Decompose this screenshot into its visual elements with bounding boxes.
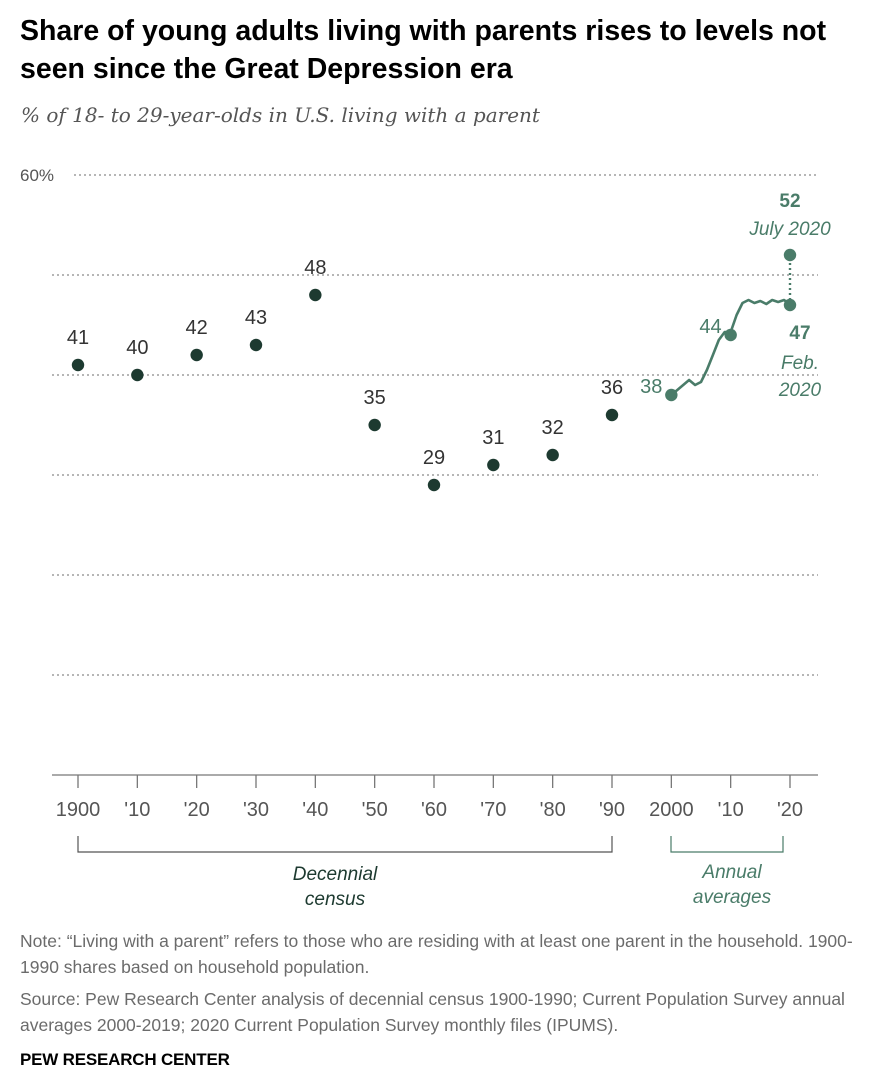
census-point-1900 — [71, 358, 85, 372]
chart-canvas: 60% 1900 '10 '20 '30 '40 '50 '60 '70 '80 '90 2000 '… — [20, 166, 831, 910]
x-tick-label-2000: 2000 — [649, 799, 694, 821]
x-axis: 1900 '10 '20 '30 '40 '50 '60 '70 '80 '90 2000 '10 '2… — [52, 774, 818, 821]
x-tick-label-1980: '80 — [540, 799, 566, 821]
census-point-1990 — [605, 408, 619, 422]
publisher-logo-text: PEW RESEARCH CENTER — [20, 1050, 230, 1069]
july-2020-label: July 2020 — [748, 219, 831, 240]
census-point-1950 — [368, 418, 381, 432]
x-tick-label-1920: '20 — [184, 799, 210, 821]
point-2020-47 — [783, 298, 797, 312]
census-label-1970: 31 — [482, 427, 504, 449]
census-point-1910 — [131, 368, 144, 382]
census-bracket-label-line1: Decennial — [293, 864, 378, 885]
x-tick-label-2020: '20 — [777, 799, 803, 821]
census-point-1920 — [190, 348, 203, 362]
census-label-1960: 29 — [423, 447, 445, 469]
census-point-1940 — [309, 288, 322, 302]
census-bracket-label-line2: census — [305, 889, 366, 910]
chart-subtitle: % of 18- to 29-year-olds in U.S. living … — [21, 103, 540, 127]
annual-series — [670, 255, 792, 396]
chart-source: Source: Pew Research Center analysis of … — [20, 989, 845, 1035]
census-label-1910: 40 — [126, 337, 148, 359]
annual-bracket — [670, 836, 784, 853]
x-tick-label-1900: 1900 — [56, 799, 101, 821]
feb-2020-label-line1: Feb. — [781, 353, 819, 374]
annual-label-2000: 38 — [640, 376, 662, 398]
y-axis-top-label: 60% — [20, 166, 54, 185]
x-tick-label-1910: '10 — [124, 799, 150, 821]
annual-point-2010 — [724, 328, 737, 342]
feb-2020-label-line2: 2020 — [778, 380, 822, 401]
x-tick-label-1960: '60 — [421, 799, 447, 821]
annual-label-2010: 44 — [699, 316, 721, 338]
census-point-1980 — [546, 448, 559, 462]
census-label-1990: 36 — [601, 377, 623, 399]
x-tick-label-1950: '50 — [362, 799, 388, 821]
census-point-1930 — [249, 338, 263, 352]
data-points — [71, 248, 797, 492]
annual-bracket-label-line1: Annual — [701, 862, 762, 883]
census-label-1900: 41 — [67, 327, 89, 349]
annual-averages-line — [670, 298, 791, 396]
feb-2020-value: 47 — [789, 323, 810, 344]
annual-point-2000 — [665, 388, 678, 402]
census-point-1960 — [427, 478, 441, 492]
annual-bracket-label-line2: averages — [693, 887, 772, 908]
census-label-1930: 43 — [245, 307, 267, 329]
census-label-1920: 42 — [186, 317, 208, 339]
census-point-1970 — [487, 458, 500, 472]
july-2020-value: 52 — [779, 191, 800, 212]
x-tick-label-1940: '40 — [302, 799, 328, 821]
gridlines — [52, 174, 818, 676]
point-2020-52 — [783, 248, 797, 262]
x-tick-label-2010: '10 — [718, 799, 744, 821]
census-label-1950: 35 — [364, 387, 386, 409]
census-bracket — [77, 836, 613, 853]
x-tick-label-1970: '70 — [480, 799, 506, 821]
x-tick-label-1930: '30 — [243, 799, 269, 821]
census-label-1980: 32 — [542, 417, 564, 439]
census-label-1940: 48 — [304, 257, 326, 279]
chart-title: Share of young adults living with parent… — [20, 15, 827, 85]
data-labels: 41 40 42 43 48 35 29 31 32 36 38 44 — [67, 257, 722, 469]
x-tick-label-1990: '90 — [599, 799, 625, 821]
chart-note: Note: “Living with a parent” refers to t… — [20, 931, 853, 977]
